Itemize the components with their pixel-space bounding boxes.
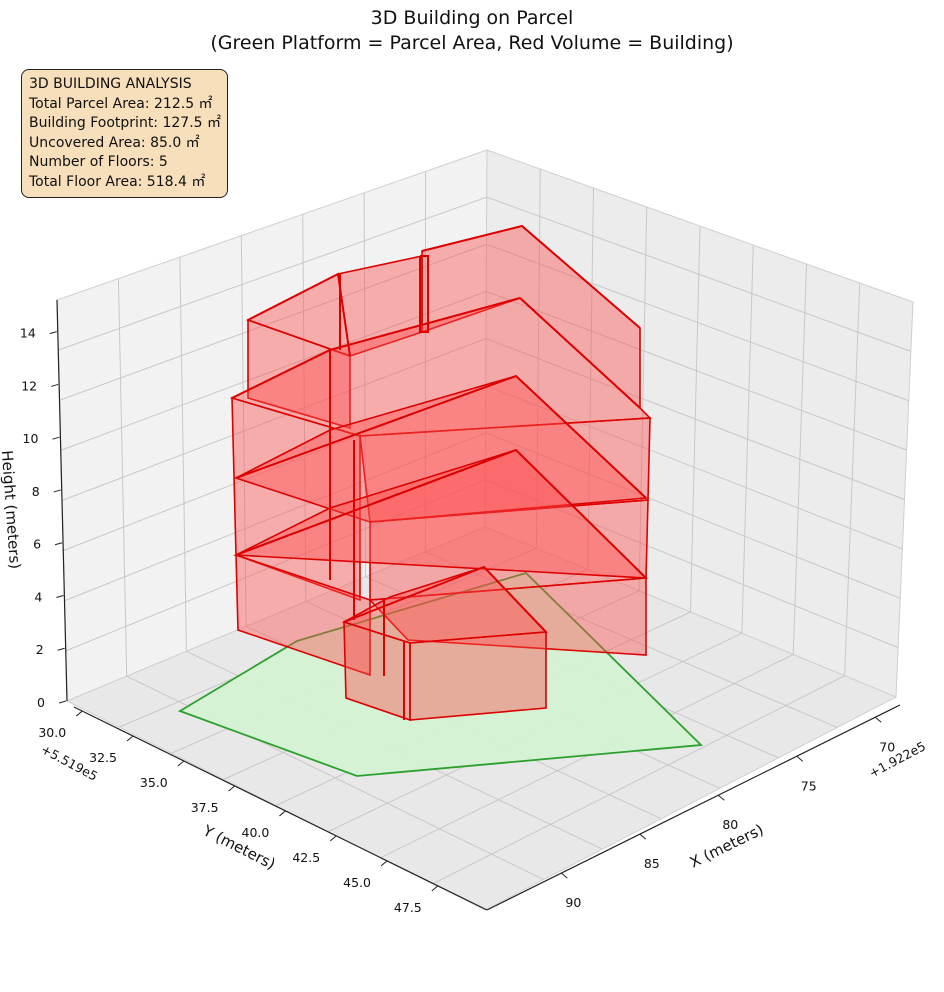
building-edge: [419, 255, 429, 333]
y-tick-label: 40.0: [242, 825, 270, 840]
z-tick-label: 6: [33, 537, 41, 552]
x-tick-label: 75: [801, 778, 817, 793]
gridlines: [58, 168, 912, 885]
info-number-of-floors: Number of Floors: 5: [29, 154, 168, 171]
info-uncovered-area: Uncovered Area: 85.0 ㎡: [29, 134, 200, 151]
chart-title: 3D Building on Parcel: [370, 7, 574, 29]
z-tick-label: 12: [21, 378, 37, 393]
y-tick-label: 42.5: [292, 850, 320, 865]
y-ticks: 30.0 32.5 35.0 37.5 40.0 42.5 45.0 47.5: [38, 710, 439, 915]
x-tick-label: 70: [879, 739, 895, 754]
building-edge: [519, 297, 641, 409]
x-tick-label: 90: [565, 895, 581, 910]
building-face: [247, 318, 351, 430]
building-edge: [421, 224, 641, 329]
z-tick-label: 10: [23, 431, 39, 446]
y-axis-line: [73, 706, 488, 911]
z-tick-label: 0: [37, 695, 45, 710]
y-tick-label: 32.5: [89, 750, 117, 765]
z-ticks: 0 2 4 6 8 10 12 14: [20, 326, 67, 710]
chart-subtitle: (Green Platform = Parcel Area, Red Volum…: [210, 32, 734, 54]
y-tick-label: 30.0: [38, 725, 66, 740]
info-total-parcel-area: Total Parcel Area: 212.5 ㎡: [29, 95, 213, 112]
x-ticks: 70 75 80 85 90: [561, 716, 895, 910]
building-edge: [247, 272, 351, 357]
z-tick-label: 14: [20, 326, 36, 341]
info-building-footprint: Building Footprint: 127.5 ㎡: [29, 115, 222, 132]
parcel-platform: [177, 571, 704, 777]
building-edge: [343, 565, 547, 633]
x-tick-label: 85: [644, 856, 660, 871]
info-heading: 3D BUILDING ANALYSIS: [29, 76, 192, 92]
building-volume: [229, 224, 652, 722]
y-tick-label: 45.0: [343, 875, 371, 890]
x-offset-label: +1.922e5: [866, 738, 928, 780]
building-face: [231, 396, 361, 602]
building-face: [409, 631, 547, 721]
x-tick-label: 80: [722, 817, 738, 832]
y-tick-label: 47.5: [394, 900, 422, 915]
analysis-info-box: 3D BUILDING ANALYSIS Total Parcel Area: …: [21, 69, 228, 198]
y-tick-label: 37.5: [191, 800, 219, 815]
z-tick-label: 2: [36, 642, 44, 657]
building-face: [235, 553, 371, 677]
z-tick-label: 8: [32, 484, 40, 499]
z-tick-label: 4: [34, 589, 42, 604]
z-axis-line: [56, 299, 68, 702]
y-tick-label: 35.0: [140, 775, 168, 790]
x-axis-line: [486, 704, 901, 911]
building-face: [368, 577, 647, 656]
info-total-floor-area: Total Floor Area: 518.4 ㎡: [29, 173, 206, 190]
z-axis-label: Height (meters): [0, 450, 24, 570]
